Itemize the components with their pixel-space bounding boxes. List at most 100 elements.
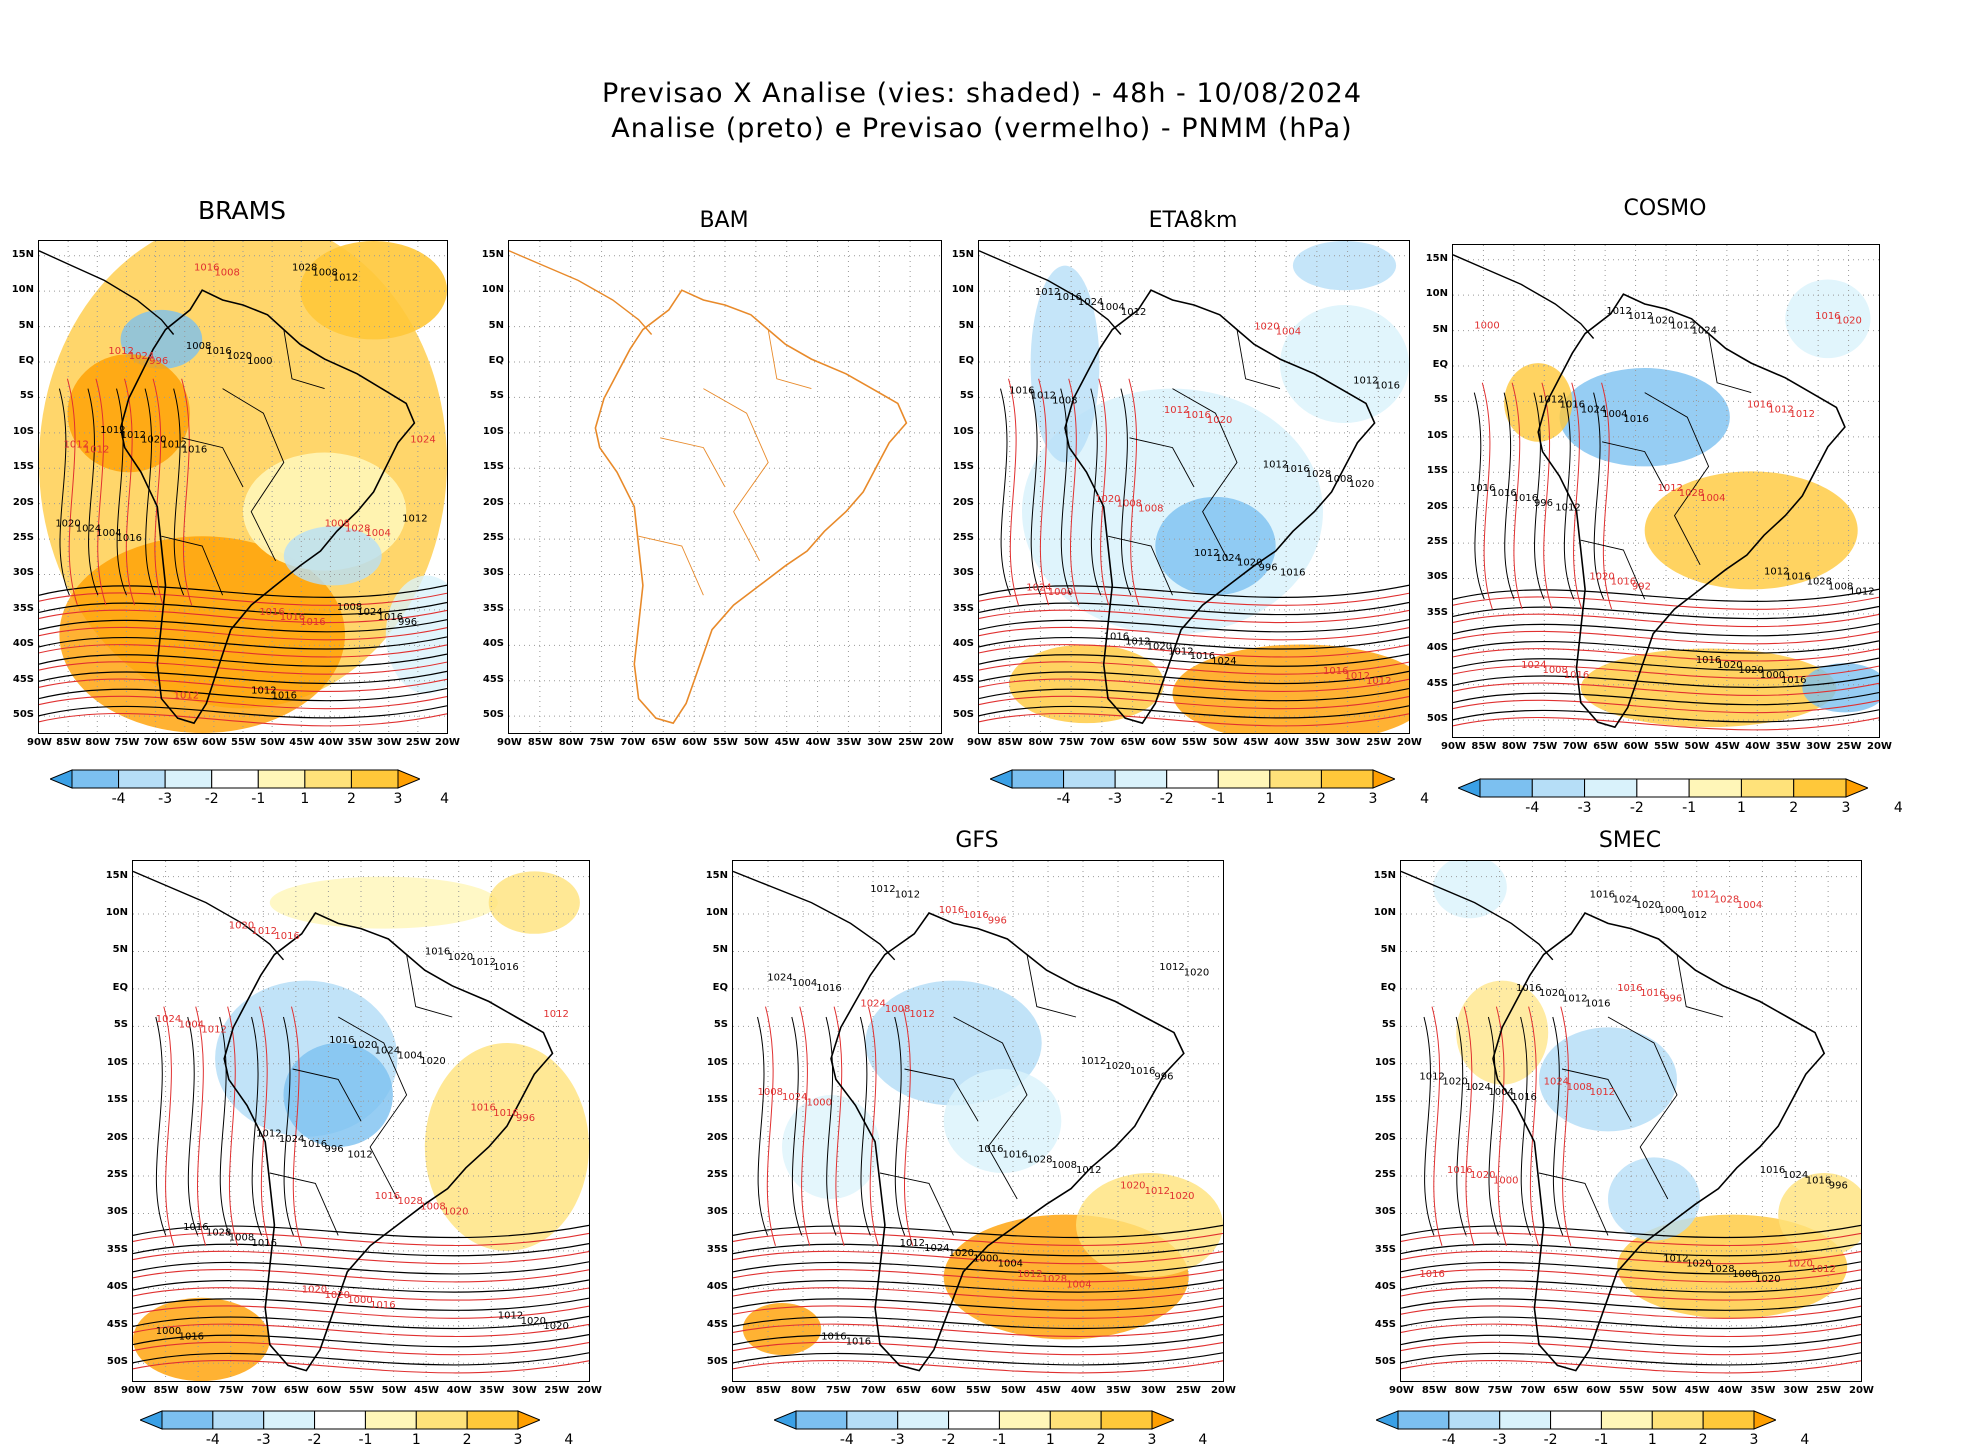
analysis-isobar-label: 1024 [1692, 326, 1717, 337]
map-canvas-cosmo: 1012101210121016101610121016101610201016… [1453, 245, 1879, 737]
lon-tick-label: 90W [1389, 1385, 1414, 1396]
analysis-isobar [1487, 1016, 1499, 1236]
analysis-isobar-label: 1016 [378, 612, 403, 623]
lat-tick-label: 15S [706, 1094, 728, 1106]
forecast-isobar [290, 1006, 302, 1246]
forecast-isobar [227, 1006, 239, 1246]
colorbar-label: 3 [513, 1432, 523, 1448]
analysis-isobar-label: 1020 [227, 351, 252, 362]
forecast-isobar-label: 1012 [174, 691, 199, 702]
colorbar-right-arrow [1151, 1410, 1176, 1430]
analysis-isobar [979, 619, 1409, 633]
lon-tick-label: 25W [544, 1385, 570, 1396]
forecast-isobar-label: 1016 [1323, 666, 1348, 677]
colorbar-segment [1531, 778, 1586, 798]
analysis-isobar-label: 1016 [1104, 632, 1129, 643]
forecast-isobar-label: 1012 [1145, 1186, 1170, 1197]
forecast-isobar-label: 1000 [1474, 321, 1499, 332]
forecast-isobar [1541, 382, 1553, 610]
lat-tick-label: 30S [706, 1206, 728, 1218]
lon-tick-label: 60W [201, 737, 227, 748]
coastline-central-america [979, 250, 1122, 335]
coastline-south-america [119, 289, 416, 725]
forecast-isobar [1431, 1006, 1443, 1246]
analysis-isobar [733, 1297, 1223, 1311]
coastline-south-america [1492, 911, 1826, 1372]
colorbar-segment [314, 1410, 366, 1430]
figure-title-line1: Previsao X Analise (vies: shaded) - 48h … [601, 78, 1362, 109]
analysis-isobar-label: 1016 [978, 1144, 1003, 1155]
forecast-isobar-label: 1004 [1276, 326, 1301, 337]
coastline-south-america [594, 289, 908, 725]
forecast-isobar [124, 378, 135, 606]
analysis-isobar-label: 1016 [1590, 889, 1615, 900]
lon-tick-label: 85W [1421, 1385, 1447, 1396]
analysis-isobar [1401, 1352, 1861, 1366]
lat-tick-label: 15S [106, 1094, 128, 1106]
analysis-isobar-label: 1012 [1628, 311, 1653, 322]
analysis-isobar [1000, 388, 1011, 596]
analysis-isobar-label: 1012 [333, 272, 358, 283]
analysis-isobar [979, 705, 1409, 719]
analysis-isobar [979, 687, 1409, 702]
lon-tick-label: 75W [1059, 737, 1085, 748]
analysis-isobar-label: 1016 [493, 962, 518, 973]
lat-tick-label: 30S [952, 567, 974, 579]
forecast-isobar-label: 1020 [302, 1285, 327, 1296]
analysis-isobar [979, 584, 1409, 598]
forecast-isobar-label: 1012 [252, 926, 277, 937]
colorbar-right-arrow [517, 1410, 542, 1430]
colorbar-label: -2 [1159, 791, 1174, 807]
colorbar-label: -1 [1682, 800, 1697, 816]
forecast-isobar [1008, 378, 1019, 606]
colorbar-left-arrow [772, 1410, 797, 1430]
analysis-isobar-label: 1012 [900, 1238, 925, 1249]
colorbar-left-arrow [1456, 778, 1481, 798]
analysis-isobar-label: 996 [1259, 563, 1278, 574]
lon-tick-label: 75W [826, 1385, 851, 1396]
analysis-isobar-label: 1008 [312, 267, 337, 278]
analysis-isobar-label: 1012 [347, 1149, 372, 1160]
analysis-isobar-label: 1008 [1052, 395, 1077, 406]
lon-tick-label: 20W [1849, 1385, 1874, 1396]
lon-tick-label: 65W [1553, 1385, 1579, 1396]
lat-tick-label: 35S [952, 602, 974, 614]
panel-title-smec: SMEC [1598, 828, 1662, 853]
forecast-isobar-label: 1004 [1737, 900, 1762, 911]
analysis-isobar-label: 1008 [229, 1233, 254, 1244]
forecast-isobar-label: 1008 [420, 1201, 445, 1212]
lat-tick-label: 40S [1374, 1281, 1396, 1293]
lon-tick-label: 35W [479, 1385, 505, 1396]
forecast-isobar-label: 1004 [1066, 1279, 1091, 1290]
forecast-isobar-label: 996 [149, 356, 168, 367]
colorbar-segment [1793, 778, 1847, 798]
colorbar-segment [1636, 778, 1690, 798]
forecast-isobar [1401, 1305, 1861, 1319]
analysis-isobar-label: 1004 [1099, 302, 1124, 313]
analysis-isobar-label: 1012 [895, 889, 920, 900]
analysis-isobar [1401, 1279, 1861, 1293]
analysis-isobar-label: 1016 [252, 1238, 277, 1249]
forecast-isobar-label: 1016 [963, 910, 988, 921]
forecast-isobar-label: 1024 [156, 1014, 181, 1025]
lon-tick-label: 40W [446, 1385, 472, 1396]
lon-tick-label: 40W [1745, 741, 1771, 752]
country-border [1107, 535, 1173, 596]
country-border [767, 329, 812, 390]
lat-tick-label: 45S [106, 1318, 128, 1330]
forecast-isobar [39, 626, 447, 641]
panel-title-bam: BAM [699, 208, 749, 233]
lon-tick-label: 40W [1717, 1385, 1743, 1396]
analysis-isobar-label: 1024 [1211, 656, 1236, 667]
colorbar-label: -1 [358, 1432, 373, 1448]
lon-tick-label: 55W [713, 737, 738, 748]
colorbar-brams: -4 -3 -2 -1 1 2 3 4 [48, 769, 449, 811]
country-border [222, 388, 285, 561]
colorbar-segment [1063, 769, 1116, 789]
lon-tick-label: 90W [1441, 741, 1466, 752]
map-eta: 1016 1012 1012 1012 1012 1012 1016 1016 1024 1016… [978, 240, 1410, 734]
forecast-isobar [259, 1006, 271, 1246]
map-canvas-smec: 1012101210161016101610201020102410241020… [1401, 861, 1861, 1381]
lat-tick-label: 5N [958, 319, 974, 331]
lon-tick-label: 30W [511, 1385, 537, 1396]
